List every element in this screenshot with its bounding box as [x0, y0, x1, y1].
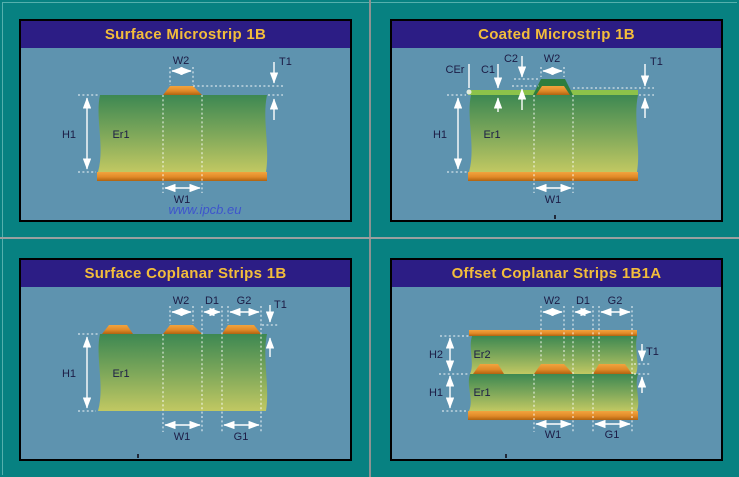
copper-strip-left — [473, 364, 504, 374]
dielectric-label-er1: Er1 — [473, 387, 490, 399]
panel-surface-coplanar-strips: Surface Coplanar Strips 1B W2 — [19, 258, 352, 461]
copper-trace — [536, 86, 570, 95]
dim-label-w2: W2 — [544, 295, 561, 307]
watermark-remnant-dot — [505, 454, 507, 458]
dim-label-g2: G2 — [237, 295, 252, 307]
dim-label-w1: W1 — [545, 429, 562, 441]
cross-section-diagram: W2 D1 G2 T1 H2 Er2 H1 Er1 W1 G1 — [392, 287, 721, 459]
dim-label-g1: G1 — [234, 431, 249, 443]
cross-section-diagram: W2 T1 H1 Er1 W1 www.ipcb.eu — [21, 48, 350, 220]
copper-ground-strip — [222, 325, 261, 334]
panel-offset-coplanar-strips: Offset Coplanar Strips 1B1A — [390, 258, 723, 461]
dim-label-h2: H2 — [429, 349, 443, 361]
dim-label-c2: C2 — [504, 53, 518, 65]
dim-label-w1: W1 — [174, 431, 191, 443]
cross-section-diagram: W2 D1 G2 T1 H1 Er1 W1 G1 — [21, 287, 350, 459]
panel-surface-microstrip: Surface Microstrip 1B W2 T1 H1 Er1 W1 ww… — [19, 19, 352, 222]
bottom-plane — [468, 411, 638, 420]
dielectric-label-er2: Er2 — [473, 349, 490, 361]
dielectric-label-er1: Er1 — [483, 129, 500, 141]
panel-title: Offset Coplanar Strips 1B1A — [392, 260, 721, 287]
dim-label-cer: CEr — [446, 64, 465, 76]
copper-trace — [163, 325, 202, 334]
watermark-remnant-dot — [554, 215, 556, 219]
dim-label-h1: H1 — [433, 129, 447, 141]
top-plane — [469, 330, 637, 336]
dim-label-d1: D1 — [576, 295, 590, 307]
dim-label-t1: T1 — [646, 346, 659, 358]
dim-label-t1: T1 — [279, 56, 292, 68]
cross-section-diagram: CEr C1 C2 W2 T1 H1 Er1 W1 — [392, 48, 721, 220]
dim-label-h1: H1 — [62, 129, 76, 141]
substrate-er2 — [470, 336, 638, 374]
watermark-remnant-dot — [137, 454, 139, 458]
dim-label-g2: G2 — [608, 295, 623, 307]
dim-label-w2: W2 — [544, 53, 561, 65]
dielectric-label-er1: Er1 — [112, 368, 129, 380]
grid-divider-horizontal — [0, 237, 739, 239]
panel-title: Surface Coplanar Strips 1B — [21, 260, 350, 287]
dim-label-w1: W1 — [545, 194, 562, 206]
dim-label-c1: C1 — [481, 64, 495, 76]
watermark-link: www.ipcb.eu — [169, 202, 242, 217]
substrate-er1 — [468, 374, 639, 411]
dim-label-w2: W2 — [173, 55, 190, 67]
copper-trace — [163, 86, 202, 95]
dim-label-t1: T1 — [274, 299, 287, 311]
copper-strip-left — [102, 325, 133, 334]
dim-label-w1: W1 — [174, 194, 191, 206]
panel-title: Coated Microstrip 1B — [392, 21, 721, 48]
ground-plane — [468, 172, 638, 181]
copper-ground-strip — [593, 364, 632, 374]
dim-label-w2: W2 — [173, 295, 190, 307]
dim-label-g1: G1 — [605, 429, 620, 441]
dim-label-h1: H1 — [62, 368, 76, 380]
substrate-er1 — [98, 334, 268, 411]
dim-label-t1: T1 — [650, 56, 663, 68]
substrate-er1 — [98, 95, 268, 172]
copper-trace — [534, 364, 573, 374]
dim-label-d1: D1 — [205, 295, 219, 307]
panel-title: Surface Microstrip 1B — [21, 21, 350, 48]
dim-label-h1: H1 — [429, 387, 443, 399]
coating-marker-dot — [466, 89, 472, 95]
dielectric-label-er1: Er1 — [112, 129, 129, 141]
ground-plane — [97, 172, 267, 181]
panel-coated-microstrip: Coated Microstrip 1B — [390, 19, 723, 222]
substrate-er1 — [469, 95, 639, 172]
